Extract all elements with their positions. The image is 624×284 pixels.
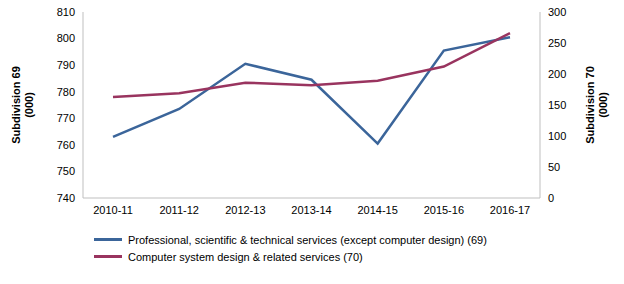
svg-text:2016-17: 2016-17: [490, 204, 530, 216]
svg-text:750: 750: [57, 165, 75, 177]
svg-text:760: 760: [57, 139, 75, 151]
svg-text:2012-13: 2012-13: [225, 204, 265, 216]
svg-text:790: 790: [57, 59, 75, 71]
svg-text:770: 770: [57, 112, 75, 124]
svg-text:Subdivision 70(000): Subdivision 70(000): [584, 66, 609, 144]
svg-text:800: 800: [57, 32, 75, 44]
html-text:Professional, scientific & tec: Professional, scientific & technical ser…: [128, 233, 487, 246]
svg-text:100: 100: [548, 130, 566, 142]
svg-text:250: 250: [548, 37, 566, 49]
svg-text:2013-14: 2013-14: [291, 204, 331, 216]
svg-text:Subdivision 69(000): Subdivision 69(000): [10, 66, 35, 144]
svg-text:200: 200: [548, 68, 566, 80]
svg-text:150: 150: [548, 99, 566, 111]
svg-text:50: 50: [548, 161, 560, 173]
svg-text:810: 810: [57, 8, 75, 18]
html-text:Computer system design & relat: Computer system design & related service…: [128, 250, 363, 263]
svg-text:780: 780: [57, 86, 75, 98]
svg-text:2011-12: 2011-12: [159, 204, 199, 216]
svg-text:2014-15: 2014-15: [357, 204, 397, 216]
svg-text:740: 740: [57, 192, 75, 204]
svg-text:2010-11: 2010-11: [93, 204, 133, 216]
svg-text:300: 300: [548, 8, 566, 18]
svg-text:0: 0: [548, 192, 554, 204]
svg-text:2015-16: 2015-16: [424, 204, 464, 216]
